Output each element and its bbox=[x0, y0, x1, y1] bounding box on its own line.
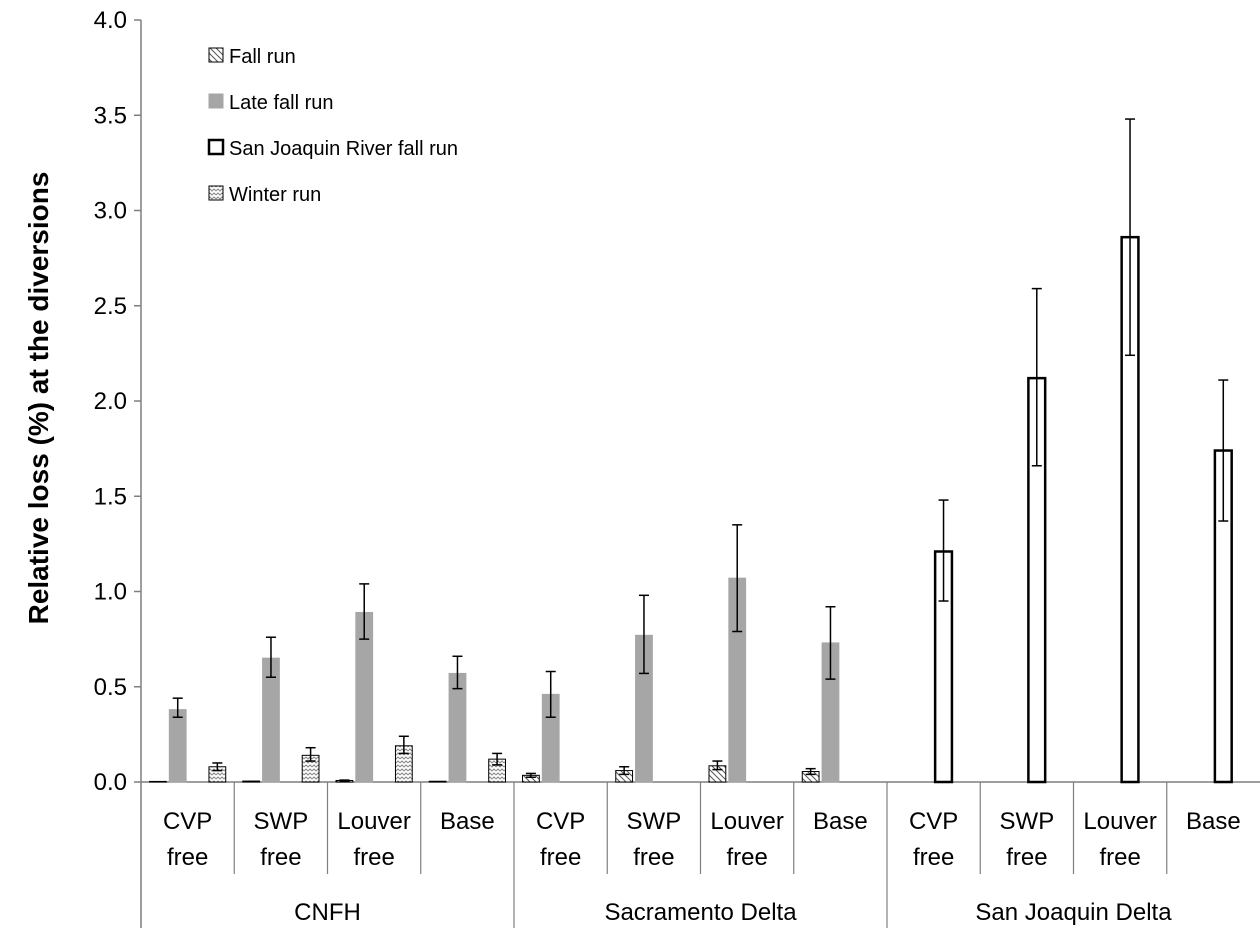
y-axis-title: Relative loss (%) at the diversions bbox=[23, 172, 54, 625]
y-tick-label: 0.0 bbox=[94, 769, 127, 796]
bar bbox=[149, 780, 167, 783]
y-tick-label: 4.0 bbox=[94, 7, 127, 34]
category-label: free bbox=[633, 844, 674, 871]
legend-label: Fall run bbox=[229, 46, 296, 68]
category-label: free bbox=[1099, 844, 1140, 871]
axes: 0.0 0.5 1.0 1.5 2.0 2.5 3.0 3.5 4.0 CVP free SWP fre… bbox=[94, 7, 1260, 928]
category-label: free bbox=[913, 844, 954, 871]
category-label: Base bbox=[813, 808, 868, 835]
group-label: San Joaquin Delta bbox=[975, 899, 1172, 926]
category-label: CVP bbox=[909, 808, 958, 835]
category-label: free bbox=[167, 844, 208, 871]
y-tick-label: 3.5 bbox=[94, 102, 127, 129]
group-label: CNFH bbox=[294, 899, 361, 926]
bar bbox=[448, 672, 467, 783]
category-label: Base bbox=[440, 808, 495, 835]
category-label: Louver bbox=[710, 808, 783, 835]
legend-swatch bbox=[208, 93, 224, 109]
bar bbox=[168, 709, 187, 783]
bars bbox=[149, 118, 1233, 784]
legend-label: Winter run bbox=[229, 184, 321, 206]
y-tick-label: 2.5 bbox=[94, 293, 127, 320]
y-tick-label: 1.5 bbox=[94, 483, 127, 510]
category-label: free bbox=[260, 844, 301, 871]
category-label: free bbox=[1006, 844, 1047, 871]
legend-swatch bbox=[208, 47, 224, 63]
legend-swatch bbox=[207, 138, 225, 156]
category-label: SWP bbox=[254, 808, 309, 835]
category-label: free bbox=[726, 844, 767, 871]
category-label: free bbox=[353, 844, 394, 871]
category-label: SWP bbox=[1000, 808, 1055, 835]
legend: Fall run Late fall run San Joaquin River f… bbox=[207, 46, 458, 206]
group-label: Sacramento Delta bbox=[604, 899, 797, 926]
category-label: Louver bbox=[1083, 808, 1156, 835]
y-tick-label: 1.0 bbox=[94, 579, 127, 606]
y-tick-label: 3.0 bbox=[94, 198, 127, 225]
legend-label: San Joaquin River fall run bbox=[229, 138, 458, 160]
bar bbox=[428, 780, 447, 783]
category-label: Base bbox=[1186, 808, 1241, 835]
category-label: CVP bbox=[536, 808, 585, 835]
y-tick-label: 2.0 bbox=[94, 388, 127, 415]
category-label: CVP bbox=[163, 808, 212, 835]
legend-label: Late fall run bbox=[229, 92, 334, 114]
category-label: Louver bbox=[337, 808, 410, 835]
category-label: SWP bbox=[627, 808, 682, 835]
bar bbox=[242, 780, 261, 783]
category-label: free bbox=[540, 844, 581, 871]
legend-swatch bbox=[208, 185, 224, 201]
y-tick-label: 0.5 bbox=[94, 674, 127, 701]
